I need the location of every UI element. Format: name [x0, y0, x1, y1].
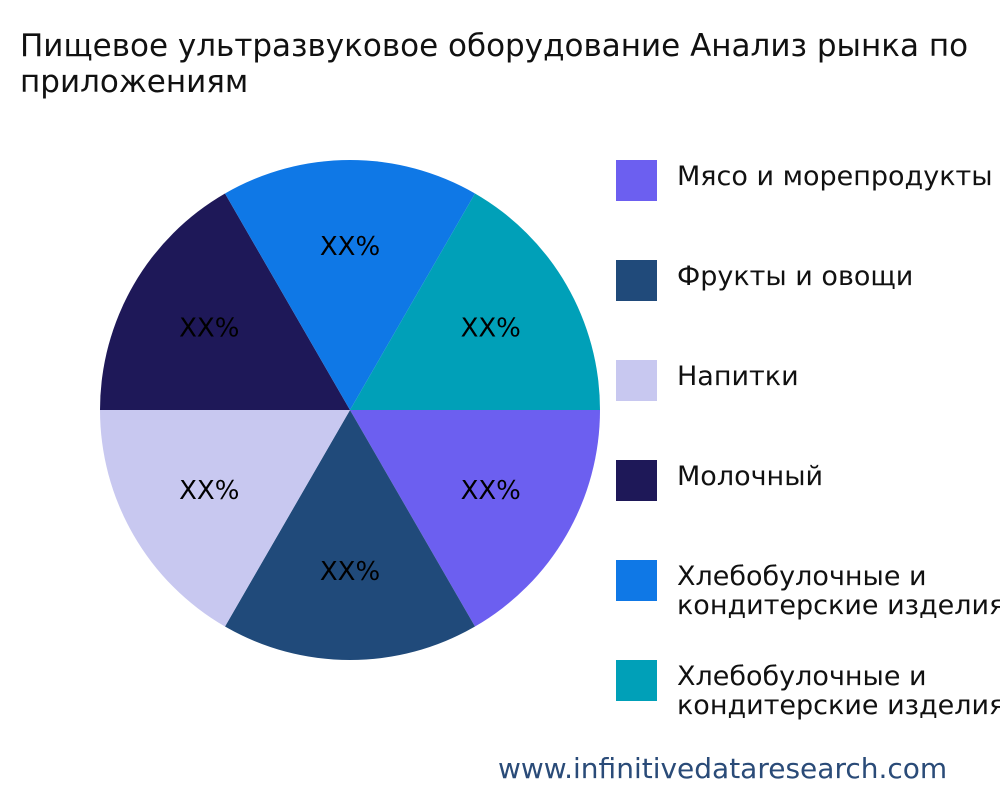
legend-item: Молочный [616, 460, 1000, 520]
chart: XX% XX% XX% XX% XX% XX% [100, 160, 600, 660]
legend-label: Хлебобулочные и кондитерские изделия [677, 661, 1000, 721]
data-label: XX% [179, 476, 239, 506]
pie-slice [225, 410, 475, 660]
pie-slice [100, 410, 350, 627]
pie-slice [225, 160, 475, 410]
pie-slice [350, 193, 600, 410]
legend-swatch [616, 460, 657, 501]
pie-slice [100, 193, 350, 410]
legend-swatch [616, 260, 657, 301]
legend-item: Мясо и морепродукты [616, 160, 1000, 220]
data-label: XX% [320, 232, 380, 262]
pie-slice [350, 410, 600, 627]
legend-label: Фрукты и овощи [677, 261, 914, 292]
legend-label: Мясо и морепродукты [677, 161, 993, 192]
legend-item: Хлебобулочные и кондитерские изделия [616, 660, 1000, 720]
data-label: XX% [320, 557, 380, 587]
legend-label: Хлебобулочные и кондитерские изделия [677, 561, 1000, 621]
legend-swatch [616, 360, 657, 401]
legend-label: Напитки [677, 361, 799, 392]
legend-swatch [616, 160, 657, 201]
legend-item: Хлебобулочные и кондитерские изделия [616, 560, 1000, 620]
legend-item: Напитки [616, 360, 1000, 420]
legend-swatch [616, 560, 657, 601]
legend-label: Молочный [677, 461, 824, 492]
legend-item: Фрукты и овощи [616, 260, 1000, 320]
legend-swatch [616, 660, 657, 701]
watermark: www.infinitivedataresearch.com [498, 752, 948, 785]
data-label: XX% [461, 313, 521, 343]
data-label: XX% [461, 476, 521, 506]
chart-title: Пищевое ультразвуковое оборудование Анал… [20, 28, 969, 100]
data-label: XX% [179, 313, 239, 343]
